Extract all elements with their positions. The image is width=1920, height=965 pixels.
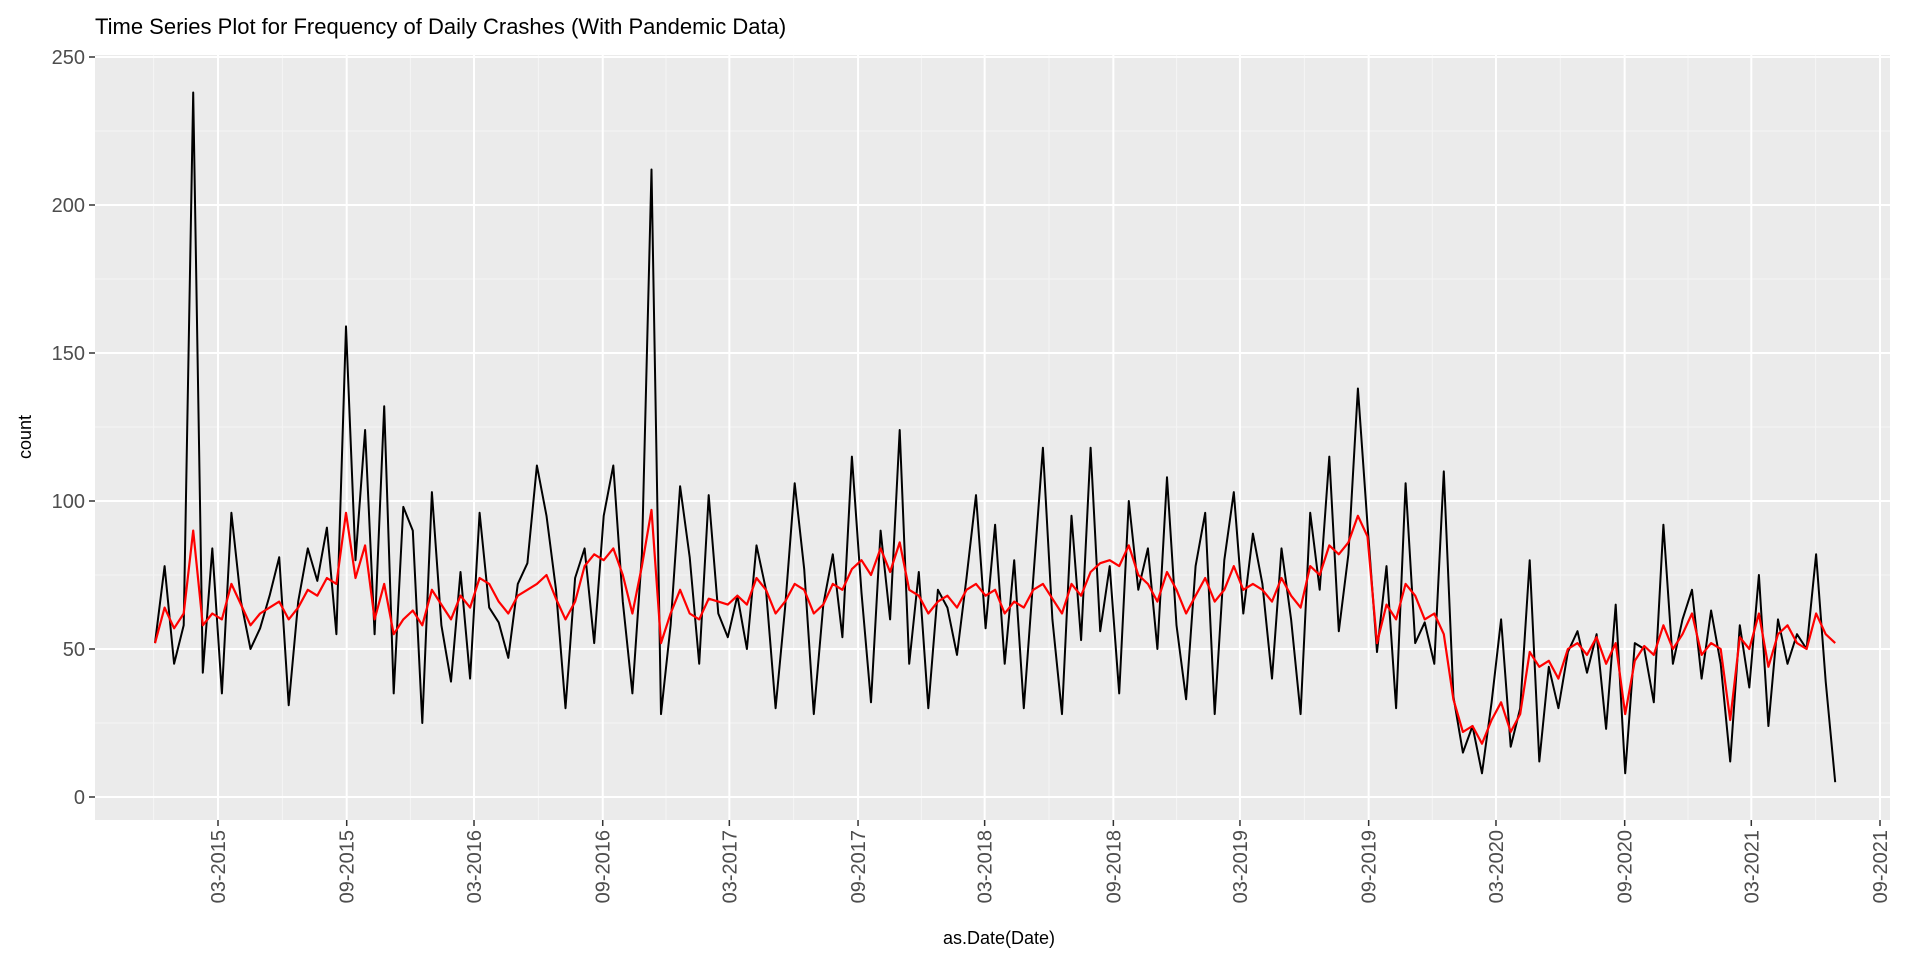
y-tick-label: 250 <box>52 47 85 69</box>
x-tick-label: 09-2020 <box>1615 830 1637 903</box>
y-axis-label: count <box>15 415 35 459</box>
grid-lines <box>95 55 1890 820</box>
y-tick-label: 0 <box>74 787 85 809</box>
y-tick-label: 100 <box>52 491 85 513</box>
x-tick-label: 09-2015 <box>337 830 359 903</box>
x-axis-label: as.Date(Date) <box>943 928 1055 948</box>
x-tick-label: 03-2015 <box>208 830 230 903</box>
x-axis: 03-2015 09-2015 03-2016 09-2016 03-2017 09-20… <box>208 820 1892 903</box>
x-tick-label: 09-2018 <box>1103 830 1125 903</box>
x-tick-label: 03-2016 <box>464 830 486 903</box>
x-tick-label: 03-2019 <box>1230 830 1252 903</box>
y-tick-label: 50 <box>63 639 85 661</box>
y-axis: 0 50 100 150 200 250 <box>52 47 95 809</box>
y-tick-label: 200 <box>52 195 85 217</box>
x-tick-label: 09-2019 <box>1359 830 1381 903</box>
series-layer <box>153 91 1837 783</box>
series-line-smoothed <box>153 508 1836 745</box>
x-tick-label: 03-2020 <box>1486 830 1508 903</box>
x-tick-label: 03-2017 <box>719 830 741 903</box>
x-tick-label: 03-2021 <box>1741 830 1763 903</box>
series-line-daily <box>154 91 1837 783</box>
x-tick-label: 03-2018 <box>975 830 997 903</box>
x-tick-label: 09-2021 <box>1870 830 1892 903</box>
x-tick-label: 09-2016 <box>593 830 615 903</box>
x-tick-label: 09-2017 <box>848 830 870 903</box>
chart-title: Time Series Plot for Frequency of Daily … <box>95 14 786 39</box>
y-tick-label: 150 <box>52 343 85 365</box>
